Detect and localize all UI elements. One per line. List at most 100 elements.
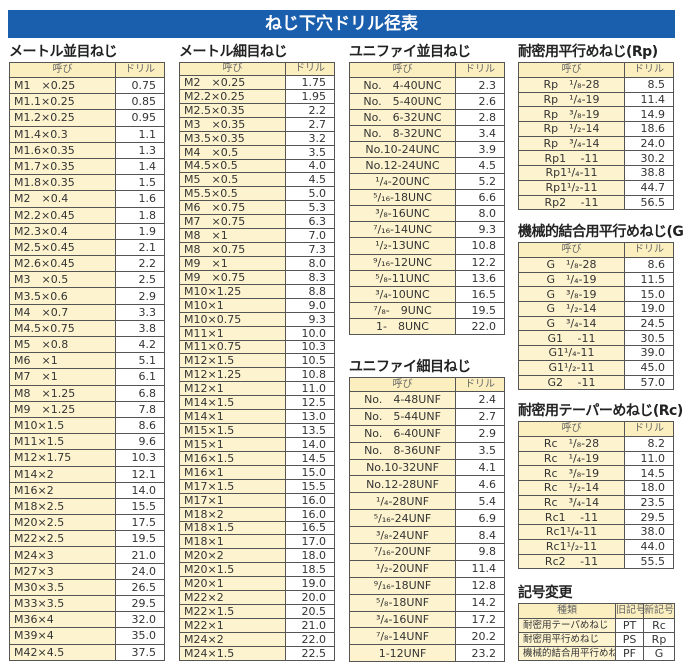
thread-size: M5 ×0.8 [9,335,116,354]
thread-size: No.10-24UNC [349,141,456,159]
table-row: Rc1 -11 29.5 [518,509,674,526]
thread-size: No. 5-44UNF [349,407,456,426]
table-row: G1 -11 30.5 [518,330,674,347]
thread-size: M2 ×0.4 [9,190,116,208]
drill-size: 8.6 [115,416,165,435]
table-row: No. 5-44UNF 2.7 [349,407,505,426]
table-row: M18×1 17.0 [179,534,335,550]
table-row: ⁵/₈-18UNF 14.2 [349,593,505,612]
table-row: No. 5-40UNC 2.6 [349,93,505,111]
drill-size: 9.3 [285,311,335,327]
drill-size: 4.2 [115,335,165,354]
table-row: ⁵/₁₆-18UNC 6.6 [349,189,505,207]
drill-size: 11.0 [624,450,674,467]
type-name: 耐密用平行めねじ [518,632,616,647]
table-row: M22×2.5 19.5 [9,530,165,548]
header-drill: ドリル [455,377,505,392]
thread-size: Rc1 -11 [518,509,625,526]
drill-size: 4.5 [455,157,505,175]
table-row: ⁵/₈-11UNC 13.6 [349,269,505,287]
thread-size: M2.5×0.35 [179,102,286,118]
section-unc: ユニファイ並目ねじ 呼び ドリル No. 4-40UNC 2.3 No. 5-40UNC 2… [349,42,505,335]
drill-size: 44.7 [624,179,674,196]
drill-size: 11.5 [624,271,674,288]
table-row: Rp ³/₈-19 14.9 [518,106,674,123]
table-row: M3 ×0.35 2.7 [179,116,335,132]
drill-size: 9.8 [455,543,505,561]
thread-size: G1 -11 [518,330,625,347]
thread-size: M2 ×0.25 [179,75,286,90]
section-title: 機械的結合用平行めねじ(G) [518,224,683,240]
table-row: No. 4-40UNC 2.3 [349,76,505,95]
drill-size: 1.95 [285,88,335,104]
table-row: M10×1.25 8.8 [179,283,335,299]
drill-size: 23.2 [455,644,505,663]
table-row: Rp ¹/₄-19 11.4 [518,91,674,108]
table-row: M20×2.5 17.5 [9,514,165,532]
table-row: No.12-28UNF 4.6 [349,475,505,494]
drill-size: 23.5 [624,494,674,511]
table-row: M8 ×1 7.0 [179,228,335,244]
drill-size: 15.0 [624,286,674,303]
thread-size: M12×1.75 [9,449,116,467]
drill-size: 14.0 [115,481,165,499]
header-size: 呼び [518,62,625,78]
thread-size: M4.5×0.5 [179,158,286,174]
thread-size: Rc ³/₈-19 [518,465,625,482]
old-symbol: PS [615,632,644,647]
table-row: M20×1 19.0 [179,576,335,592]
drill-size: 12.2 [455,253,505,271]
drill-size: 2.5 [115,271,165,289]
drill-size: 44.0 [624,538,674,555]
drill-size: 20.0 [285,590,335,606]
drill-size: 10.0 [285,325,335,341]
thread-size: ³/₄-16UNF [349,610,456,629]
thread-size: No. 8-32UNC [349,125,456,143]
table-row: Rc ³/₄-14 23.5 [518,494,674,511]
thread-size: ³/₄-10UNC [349,285,456,303]
drill-table: 呼び ドリル Rp ¹/₈-28 8.5 Rp ¹/₄-19 11.4 Rp ³/₈-19 1… [518,62,674,211]
drill-size: 2.2 [285,102,335,118]
drill-size: 16.0 [285,506,335,522]
thread-size: G ¹/₈-28 [518,257,625,273]
table-row: M17×1.5 15.5 [179,478,335,494]
table-row: M7 ×1 6.1 [9,368,165,386]
table-row: Rc ¹/₄-19 11.0 [518,450,674,467]
drill-size: 10.3 [115,449,165,467]
thread-size: M14×1.5 [179,395,286,411]
header-size: 呼び [179,62,286,76]
drill-size: 29.5 [115,594,165,613]
thread-size: M11×1.5 [9,433,116,451]
drill-size: 10.5 [285,353,335,369]
thread-size: M1 ×0.25 [9,76,116,95]
table-row: M9 ×0.75 8.3 [179,269,335,285]
table-row: M22×2 20.0 [179,590,335,606]
table-row: M1.7×0.35 1.4 [9,157,165,176]
drill-size: 9.6 [115,433,165,451]
drill-size: 1.9 [115,222,165,240]
section-symbol-change: 記号変更 種類 旧記号 新記号 耐密用テーパめねじ PT Rc 耐密用平行めねじ PS Rp 機械的… [518,583,675,661]
table-row: M8 ×0.75 7.3 [179,242,335,257]
table-row: ¹/₂-20UNF 11.4 [349,559,505,578]
drill-size: 16.0 [285,492,335,508]
thread-size: No.12-28UNF [349,475,456,494]
drill-size: 24.0 [624,135,674,152]
section-title: 記号変更 [518,585,573,601]
table-row: ⁷/₈- 9UNC 19.5 [349,301,505,319]
thread-size: M3.5×0.6 [9,287,116,305]
drill-size: 12.8 [455,576,505,595]
table-row: M15×1.5 13.5 [179,423,335,438]
drill-size: 22.5 [285,645,335,661]
thread-size: Rp ³/₄-14 [518,135,625,152]
table-row: M4 ×0.7 3.3 [9,303,165,321]
header-row: 呼び ドリル [518,421,674,437]
drill-size: 56.5 [624,194,674,211]
section-title: メートル細目ねじ [179,44,288,60]
thread-size: ¹/₄-28UNF [349,492,456,511]
table-row: M5.5×0.5 5.0 [179,186,335,202]
table-row: G ³/₈-19 15.0 [518,286,674,303]
table-row: 機械的結合用平行めねじPFG [518,646,675,661]
header-row: 呼び ドリル [179,62,335,76]
drill-size: 3.8 [115,319,165,338]
drill-size: 15.0 [285,464,335,480]
